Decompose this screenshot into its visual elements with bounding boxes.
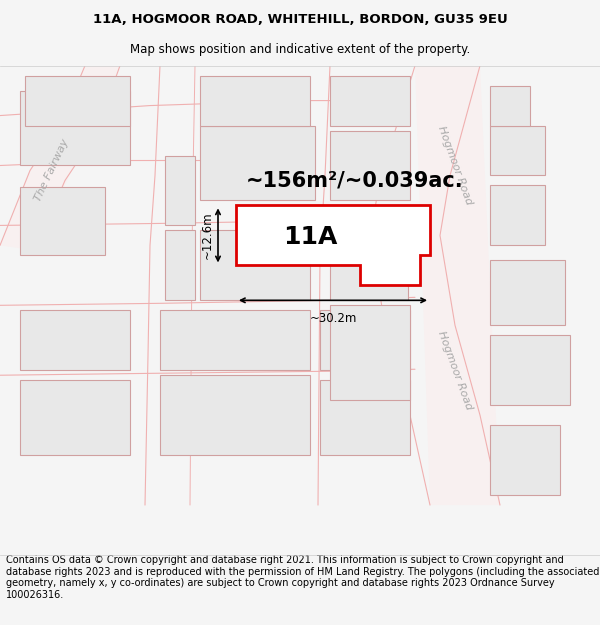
- Polygon shape: [20, 380, 130, 455]
- Text: ~156m²/~0.039ac.: ~156m²/~0.039ac.: [246, 171, 464, 191]
- Polygon shape: [415, 66, 500, 505]
- Polygon shape: [160, 375, 310, 455]
- Text: Hogmoor Road: Hogmoor Road: [436, 124, 474, 206]
- Polygon shape: [200, 126, 315, 201]
- Polygon shape: [25, 76, 130, 126]
- Text: 11A: 11A: [283, 226, 337, 249]
- Polygon shape: [320, 310, 410, 370]
- Polygon shape: [20, 310, 130, 370]
- Polygon shape: [330, 131, 410, 201]
- Text: Hogmoor Road: Hogmoor Road: [436, 329, 474, 411]
- Polygon shape: [490, 186, 545, 246]
- Polygon shape: [490, 261, 565, 325]
- Polygon shape: [0, 66, 120, 251]
- Polygon shape: [20, 91, 130, 166]
- Polygon shape: [200, 76, 310, 126]
- Text: Map shows position and indicative extent of the property.: Map shows position and indicative extent…: [130, 42, 470, 56]
- Text: The Fairway: The Fairway: [33, 138, 71, 203]
- Polygon shape: [490, 425, 560, 495]
- Polygon shape: [490, 86, 530, 126]
- Polygon shape: [200, 231, 310, 301]
- Polygon shape: [490, 126, 545, 176]
- Polygon shape: [320, 380, 410, 455]
- Text: ~12.6m: ~12.6m: [201, 212, 214, 259]
- Polygon shape: [165, 231, 195, 301]
- Polygon shape: [490, 335, 570, 405]
- Polygon shape: [236, 206, 430, 286]
- Polygon shape: [20, 188, 105, 256]
- Polygon shape: [160, 310, 310, 370]
- Text: Contains OS data © Crown copyright and database right 2021. This information is : Contains OS data © Crown copyright and d…: [6, 555, 599, 600]
- Polygon shape: [330, 231, 408, 301]
- Polygon shape: [330, 306, 410, 400]
- Polygon shape: [165, 156, 195, 226]
- Text: 11A, HOGMOOR ROAD, WHITEHILL, BORDON, GU35 9EU: 11A, HOGMOOR ROAD, WHITEHILL, BORDON, GU…: [92, 13, 508, 26]
- Polygon shape: [330, 76, 410, 126]
- Text: ~30.2m: ~30.2m: [310, 312, 356, 325]
